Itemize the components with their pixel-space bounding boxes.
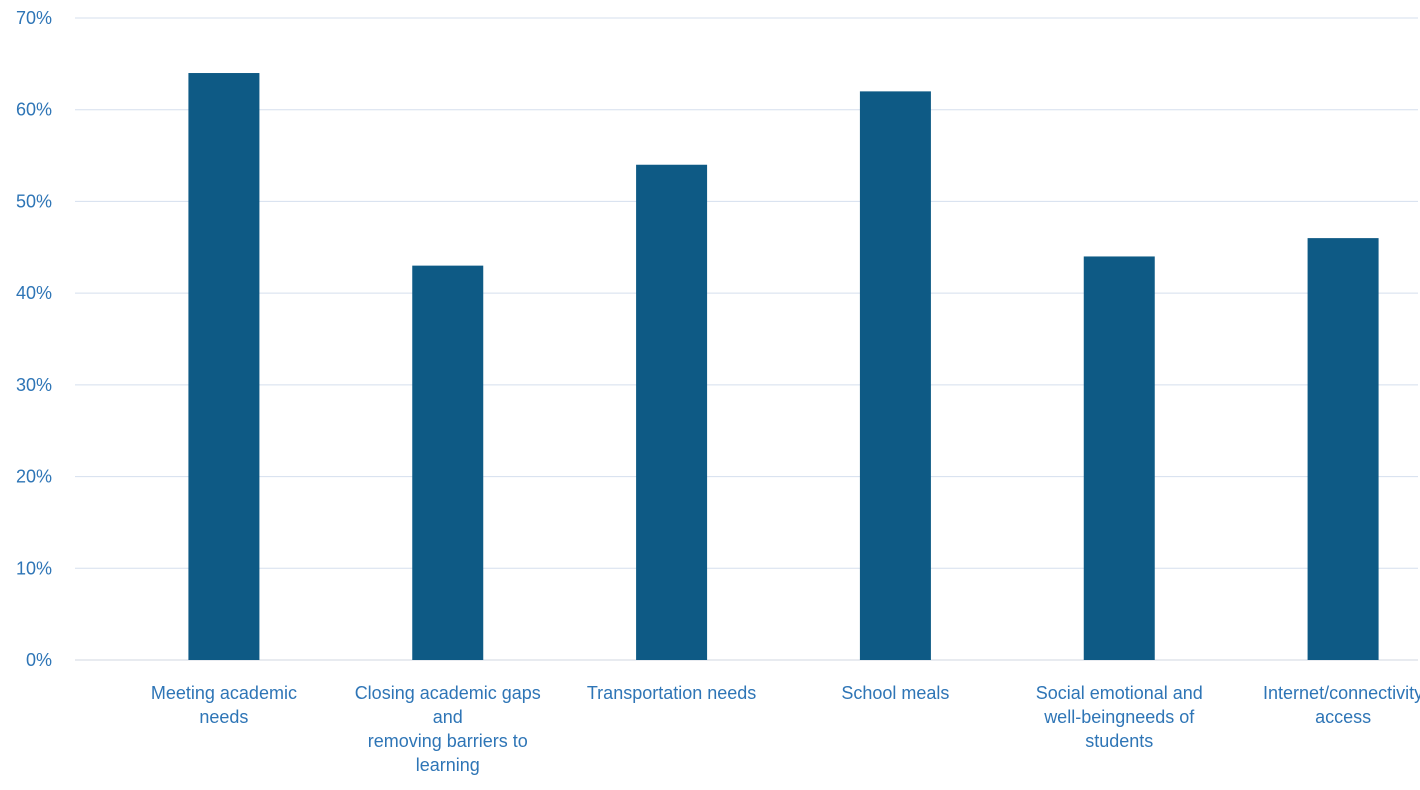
x-category-label: Closing academic gaps and removing barrier… xyxy=(355,683,541,775)
bar xyxy=(636,164,708,660)
x-category-label-line: Meeting academic xyxy=(151,683,297,703)
bar xyxy=(1307,238,1379,660)
x-category-label-line: Social emotional and xyxy=(1036,683,1203,703)
x-category-label: Transportation needs xyxy=(587,683,756,703)
x-category-label-line: access xyxy=(1315,707,1371,727)
y-tick-label: 60% xyxy=(16,100,52,120)
x-category-label-line: School meals xyxy=(841,683,949,703)
y-axis-tick-labels: 0% 10% 20% 30% 40% 50% 60% 70% xyxy=(16,8,52,670)
x-category-label-line: Internet/connectivity xyxy=(1263,683,1420,703)
bars xyxy=(188,73,1379,661)
x-category-label-line: learning xyxy=(416,755,480,775)
y-tick-label: 70% xyxy=(16,8,52,28)
x-category-label-line: and xyxy=(433,707,463,727)
y-tick-label: 30% xyxy=(16,375,52,395)
bar xyxy=(188,73,260,661)
bar xyxy=(412,265,484,660)
x-category-label: Internet/connectivity access xyxy=(1263,683,1420,727)
bar xyxy=(1083,256,1155,660)
y-tick-label: 40% xyxy=(16,283,52,303)
x-category-label-line: students xyxy=(1085,731,1153,751)
bar xyxy=(859,91,931,660)
y-tick-label: 0% xyxy=(26,650,52,670)
x-category-label-line: needs xyxy=(199,707,248,727)
y-tick-label: 50% xyxy=(16,191,52,211)
y-tick-label: 20% xyxy=(16,467,52,487)
x-axis-category-labels: Meeting academic needs Closing academic ga… xyxy=(151,683,1420,775)
x-category-label-line: well-beingneeds of xyxy=(1043,707,1195,727)
x-category-label: Social emotional and well-beingneeds of st… xyxy=(1036,683,1203,751)
x-category-label: School meals xyxy=(841,683,949,703)
x-category-label-line: Transportation needs xyxy=(587,683,756,703)
gridlines xyxy=(75,17,1418,661)
x-category-label-line: removing barriers to xyxy=(368,731,528,751)
y-tick-label: 10% xyxy=(16,558,52,578)
x-category-label: Meeting academic needs xyxy=(151,683,297,727)
x-category-label-line: Closing academic gaps xyxy=(355,683,541,703)
